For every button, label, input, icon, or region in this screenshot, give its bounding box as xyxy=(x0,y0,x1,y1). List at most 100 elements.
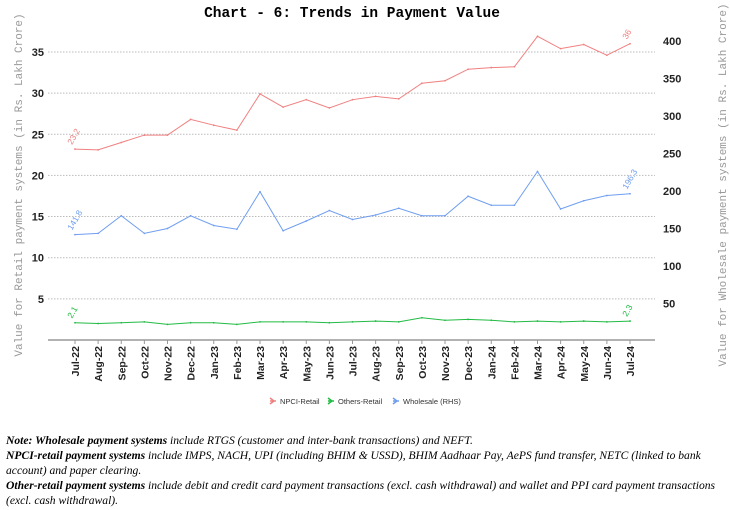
data-point xyxy=(305,98,308,101)
data-point xyxy=(143,320,146,323)
data-point xyxy=(536,320,539,322)
data-point xyxy=(536,35,539,38)
data-point xyxy=(513,320,516,323)
data-point xyxy=(351,98,354,101)
data-point xyxy=(582,199,585,202)
x-tick-label: Jul-24 xyxy=(625,346,637,377)
x-tick-label: Aug-23 xyxy=(371,346,383,382)
series-lines: 23.2 36 2.1 2.3 141.8 196.3 xyxy=(65,27,640,326)
x-tick-label: Jun-24 xyxy=(602,346,614,380)
data-point xyxy=(189,214,192,217)
data-point xyxy=(536,170,539,173)
data-point xyxy=(490,319,493,322)
legend-marker-icon xyxy=(269,397,276,405)
data-point xyxy=(513,65,516,68)
y-tick-label: 15 xyxy=(32,212,44,224)
data-point xyxy=(605,320,608,323)
x-tick-label: Dec-23 xyxy=(463,346,475,381)
data-point xyxy=(374,95,377,98)
y-tick-label: 25 xyxy=(32,129,44,141)
x-tick-label: Jan-24 xyxy=(486,346,498,379)
data-point xyxy=(120,214,123,217)
x-tick-label: Dec-22 xyxy=(186,346,198,381)
data-point xyxy=(559,208,562,210)
data-label-last: 36 xyxy=(620,27,634,40)
legend-marker-icon xyxy=(327,397,334,405)
data-point xyxy=(328,209,331,212)
data-point xyxy=(235,129,238,132)
x-tick-label: Jul-23 xyxy=(348,346,360,377)
data-point xyxy=(559,320,562,323)
legend-marker-icon xyxy=(392,397,399,405)
data-point xyxy=(235,323,238,326)
data-label-last: 2.3 xyxy=(620,303,635,318)
note-wholesale: Note: Wholesale payment systems include … xyxy=(6,433,726,448)
data-point xyxy=(582,43,585,46)
data-point xyxy=(259,93,261,95)
data-label-last: 196.3 xyxy=(620,167,639,191)
note-npci: NPCI-retail payment systems include IMPS… xyxy=(6,448,726,478)
data-point xyxy=(120,321,123,324)
data-point xyxy=(490,66,493,69)
data-point xyxy=(97,232,100,235)
data-point xyxy=(351,320,354,323)
data-point xyxy=(143,134,146,136)
data-point xyxy=(212,321,215,324)
data-point xyxy=(397,97,400,100)
data-point xyxy=(282,106,285,108)
y-tick-label: 20 xyxy=(32,170,44,182)
data-label-first: 141.8 xyxy=(65,208,84,232)
data-point xyxy=(629,192,631,195)
data-point xyxy=(629,42,631,45)
data-point xyxy=(166,323,169,326)
y-tick-label: 10 xyxy=(32,253,44,265)
data-point xyxy=(305,220,308,222)
data-point xyxy=(328,107,331,109)
data-point xyxy=(513,204,516,207)
data-point xyxy=(420,214,423,217)
x-tick-label: Apr-24 xyxy=(556,346,568,379)
data-point xyxy=(74,321,76,324)
data-point xyxy=(420,316,423,319)
data-point xyxy=(629,320,631,322)
data-point xyxy=(467,195,470,198)
data-point xyxy=(143,232,146,235)
data-point xyxy=(235,228,238,231)
data-label-first: 23.2 xyxy=(65,127,82,147)
data-point xyxy=(490,204,493,207)
x-tick-label: Mar-24 xyxy=(533,346,545,380)
data-point xyxy=(120,141,123,144)
y2-tick-label: 100 xyxy=(663,261,681,273)
series-line-wholesale-rhs- xyxy=(74,170,631,236)
data-point xyxy=(420,82,423,85)
data-point xyxy=(282,320,285,323)
data-label-first: 2.1 xyxy=(65,304,80,319)
x-tick-label: Aug-22 xyxy=(93,346,105,382)
x-tick-label: Oct-23 xyxy=(417,346,429,379)
data-point xyxy=(444,214,446,217)
data-point xyxy=(397,207,400,210)
data-point xyxy=(212,224,215,227)
x-tick-label: Nov-22 xyxy=(163,346,175,381)
data-point xyxy=(351,218,354,221)
data-point xyxy=(582,320,585,322)
notes: Note: Wholesale payment systems include … xyxy=(6,433,726,508)
data-point xyxy=(259,190,261,193)
x-tick-label: Nov-23 xyxy=(440,346,452,381)
y-tick-label: 30 xyxy=(32,88,44,100)
x-tick-label: Apr-23 xyxy=(278,346,290,379)
data-point xyxy=(74,233,76,236)
data-point xyxy=(97,148,100,151)
note-npci-heading: NPCI-retail payment systems xyxy=(6,449,146,462)
data-point xyxy=(605,194,608,197)
data-point xyxy=(189,321,192,324)
note-wholesale-heading: Note: Wholesale payment systems xyxy=(6,434,168,447)
data-point xyxy=(467,68,470,71)
data-point xyxy=(212,124,215,127)
note-other-heading: Other-retail payment systems xyxy=(6,479,146,492)
x-tick-label: Jul-22 xyxy=(70,346,82,377)
y2-tick-label: 150 xyxy=(663,224,681,236)
data-point xyxy=(328,321,331,324)
legend-label: Others-Retail xyxy=(338,397,383,406)
x-tick-label: Sep-23 xyxy=(394,346,406,381)
